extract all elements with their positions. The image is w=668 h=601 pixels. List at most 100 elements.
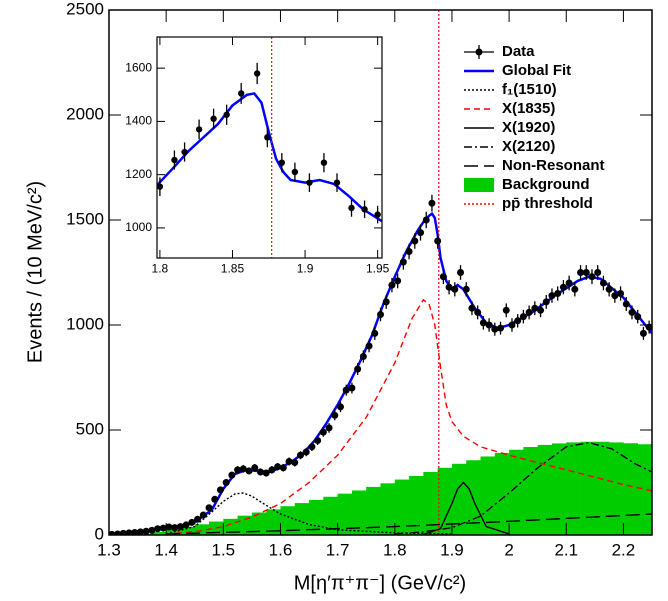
x-tick-label: 1.95 — [366, 262, 390, 276]
data-point — [253, 70, 261, 77]
background-bar — [637, 444, 652, 535]
data-point — [195, 126, 203, 133]
data-point — [228, 471, 236, 479]
data-point — [554, 290, 562, 297]
data-point — [264, 134, 271, 141]
data-point — [274, 463, 282, 471]
background-bar — [509, 449, 524, 535]
data-point — [422, 216, 430, 224]
background-bar — [594, 441, 610, 535]
data-point — [308, 443, 316, 451]
data-point — [336, 403, 344, 411]
data-point — [278, 159, 286, 166]
data-point — [611, 292, 619, 300]
background-bar — [266, 509, 281, 535]
data-point — [205, 504, 213, 512]
data-point — [359, 353, 367, 360]
data-point — [371, 329, 379, 337]
x-tick-label: 1.6 — [269, 541, 293, 560]
background-bar — [280, 506, 296, 535]
data-point — [628, 308, 636, 316]
data-point — [256, 468, 264, 476]
data-point — [428, 199, 436, 207]
background-bar — [409, 475, 424, 535]
fit-curve — [423, 481, 510, 535]
data-point — [285, 458, 293, 465]
plot-background — [157, 37, 382, 258]
fit-curve — [166, 298, 652, 535]
fit-curve — [394, 441, 652, 535]
data-point — [622, 300, 630, 308]
data-point — [234, 466, 242, 474]
legend-label: Data — [502, 43, 535, 60]
data-point — [502, 306, 510, 314]
background-bar — [351, 490, 367, 535]
data-point — [588, 273, 596, 281]
data-point — [348, 204, 355, 212]
background-bar — [151, 531, 167, 535]
data-point — [445, 283, 453, 291]
data-point — [237, 90, 245, 97]
data-point — [525, 308, 533, 316]
y-tick-label: 0 — [95, 524, 104, 543]
x-tick-label: 1.7 — [326, 541, 350, 560]
background-bar — [366, 486, 381, 535]
data-point — [245, 467, 253, 475]
plot-area — [157, 37, 382, 258]
data-point — [181, 148, 188, 156]
legend-label: f₁(1510) — [502, 81, 557, 98]
data-point — [348, 384, 356, 392]
background-bar — [223, 518, 238, 535]
x-tick-label: 2.1 — [554, 541, 578, 560]
data-point — [405, 248, 413, 255]
y-tick-label: 2500 — [66, 0, 104, 18]
data-point — [291, 168, 299, 176]
data-point — [605, 285, 613, 293]
data-point — [291, 459, 299, 467]
legend-symbol — [475, 48, 483, 56]
legend-label: Global Fit — [502, 62, 571, 79]
data-point — [171, 156, 178, 164]
data-point — [457, 269, 465, 276]
background-bar — [551, 443, 567, 535]
background-bar — [523, 447, 538, 535]
y-tick-label: 2000 — [66, 104, 104, 123]
data-point — [468, 304, 476, 312]
data-point — [306, 179, 313, 186]
x-tick-label: 1.85 — [221, 262, 245, 276]
data-point — [262, 469, 270, 477]
x-tick-label: 1.9 — [297, 262, 314, 276]
data-point — [114, 530, 122, 535]
x-tick-label: 1.9 — [440, 541, 464, 560]
data-point — [548, 292, 556, 300]
x-tick-label: 2 — [504, 541, 513, 560]
data-point — [508, 321, 516, 329]
background-bar — [194, 524, 210, 535]
background-bar — [494, 452, 510, 535]
legend-label: Non-Resonant — [502, 157, 605, 174]
data-point — [388, 281, 396, 289]
data-point — [639, 329, 647, 337]
background-bar — [323, 496, 338, 535]
data-point — [497, 324, 505, 332]
background-bar — [451, 463, 467, 535]
data-point — [462, 285, 470, 293]
data-point — [417, 229, 425, 237]
data-point — [617, 290, 625, 297]
data-point — [571, 285, 579, 293]
x-tick-label: 1.4 — [154, 541, 178, 560]
data-point — [319, 428, 327, 436]
data-point — [531, 304, 539, 312]
data-point — [479, 319, 487, 327]
data-point — [519, 313, 527, 321]
data-point — [211, 495, 219, 503]
data-point — [199, 511, 207, 519]
background-bar — [480, 456, 496, 535]
data-point — [109, 530, 116, 535]
background-bar — [237, 515, 253, 535]
data-point — [188, 518, 196, 526]
data-point — [157, 183, 164, 190]
y-tick-label: 1600 — [125, 60, 152, 74]
data-point — [361, 206, 368, 213]
